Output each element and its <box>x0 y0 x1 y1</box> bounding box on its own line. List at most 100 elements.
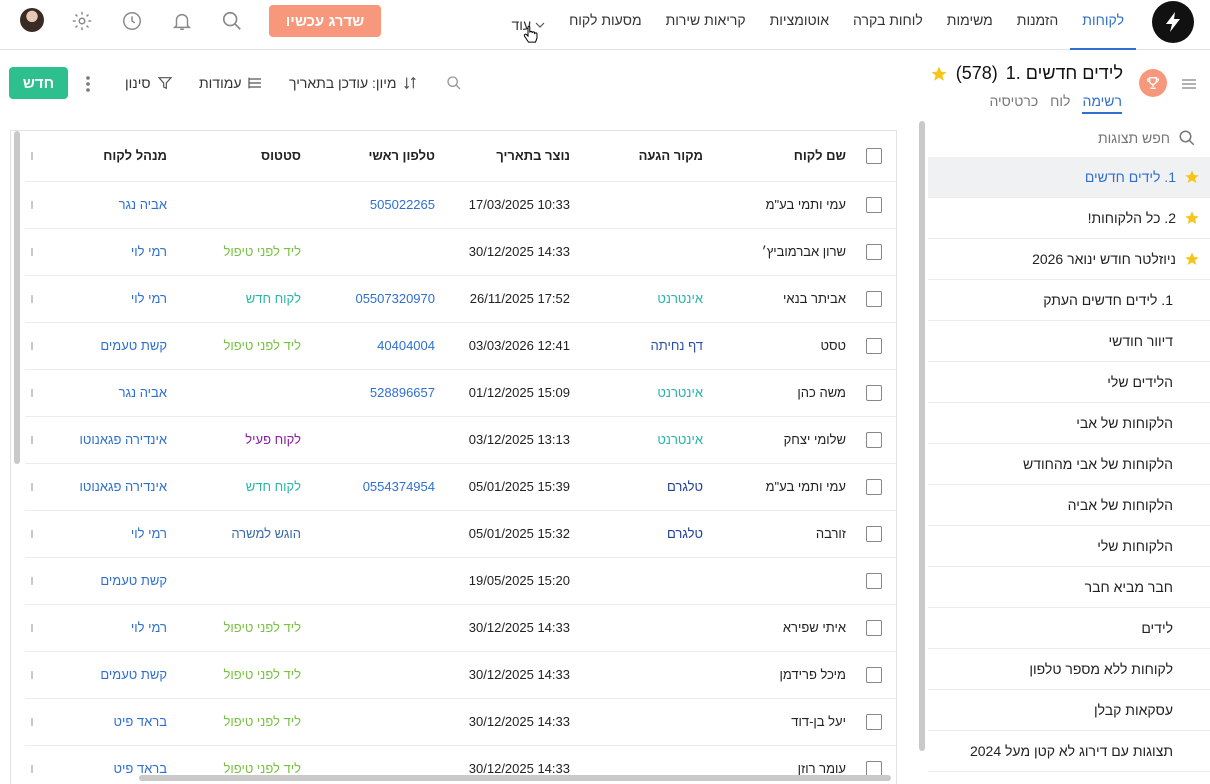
cell-customer-name[interactable]: שלומי יצחק <box>707 416 850 464</box>
views-search-input[interactable] <box>930 130 1170 146</box>
cell-customer-name[interactable]: שרון אברמוביץ׳ <box>707 228 850 276</box>
table-row[interactable]: אביתר בנאי אינטרנט 26/11/2025 17:52 0550732… <box>25 275 896 323</box>
gear-icon[interactable] <box>70 9 94 33</box>
sidebar-view-item[interactable]: 2. כל הלקוחות! <box>928 198 1210 239</box>
cell-account-manager[interactable]: אינדירה פגאנוטו <box>37 416 171 464</box>
toolbar-search-icon[interactable] <box>446 75 462 91</box>
cell-main-phone[interactable]: 528896657 <box>305 369 439 417</box>
table-row[interactable]: זורבה טלגרם 05/01/2025 15:32 הוגש למשרה רמי … <box>25 510 896 558</box>
star-icon[interactable] <box>1184 251 1200 267</box>
sidebar-view-item[interactable]: 1. לידים חדשים <box>928 157 1210 198</box>
search-icon[interactable] <box>220 9 244 33</box>
row-checkbox[interactable] <box>866 525 882 542</box>
header-status[interactable]: סטטוס <box>171 131 305 182</box>
cell-status[interactable] <box>171 181 305 229</box>
select-all-checkbox[interactable] <box>866 148 882 165</box>
row-checkbox[interactable] <box>866 713 882 730</box>
row-checkbox[interactable] <box>866 337 882 354</box>
sidebar-view-item[interactable]: ניוזלטר חודש ינואר 2026 <box>928 239 1210 280</box>
cell-customer-name[interactable]: משה כהן <box>707 369 850 417</box>
table-row[interactable]: שרון אברמוביץ׳ 30/12/2025 14:33 ליד לפני ט… <box>25 228 896 276</box>
star-icon[interactable] <box>1184 169 1200 185</box>
sidebar-view-item[interactable]: חבר מביא חבר <box>928 567 1210 608</box>
nav-tab-dashboards[interactable]: לוחות בקרה <box>853 12 923 28</box>
user-avatar[interactable] <box>20 8 44 32</box>
cell-account-manager[interactable]: אביה נגר <box>37 181 171 229</box>
sidebar-view-item[interactable]: לידים <box>928 608 1210 649</box>
row-checkbox[interactable] <box>866 384 882 401</box>
more-options-icon[interactable] <box>85 75 91 93</box>
sidebar-scrollbar[interactable] <box>919 121 925 751</box>
cell-account-manager[interactable]: אינדירה פגאנוטו <box>37 463 171 511</box>
view-tab-1[interactable]: לוח <box>1050 93 1071 109</box>
table-row[interactable]: טסט דף נחיתה 03/03/2026 12:41 40404004 ליד ל… <box>25 322 896 370</box>
columns-button[interactable]: עמודות <box>199 75 263 91</box>
cell-main-phone[interactable] <box>305 651 439 699</box>
cell-account-manager[interactable]: קשת טעמים <box>37 651 171 699</box>
nav-tab-customers[interactable]: לקוחות <box>1070 0 1136 50</box>
cell-main-phone[interactable] <box>305 557 439 605</box>
cell-status[interactable]: ליד לפני טיפול <box>171 604 305 652</box>
header-account-manager[interactable]: מנהל לקוח <box>37 131 171 182</box>
cell-status[interactable] <box>171 557 305 605</box>
cell-status[interactable]: ליד לפני טיפול <box>171 228 305 276</box>
cell-status[interactable]: לקוח חדש <box>171 275 305 323</box>
cell-account-manager[interactable]: רמי לוי <box>37 604 171 652</box>
cell-status[interactable]: לקוח חדש <box>171 463 305 511</box>
cell-status[interactable]: ליד לפני טיפול <box>171 698 305 746</box>
row-checkbox[interactable] <box>866 196 882 213</box>
table-row[interactable]: מיכל פרידמן 30/12/2025 14:33 ליד לפני טיפו… <box>25 651 896 699</box>
new-record-button[interactable]: חדש <box>9 67 68 99</box>
nav-tab-orders[interactable]: הזמנות <box>1016 12 1059 28</box>
cell-account-manager[interactable]: קשת טעמים <box>37 322 171 370</box>
cell-account-manager[interactable]: רמי לוי <box>37 228 171 276</box>
sidebar-view-item[interactable]: לקוחות ללא מספר טלפון <box>928 649 1210 690</box>
cell-account-manager[interactable]: קשת טעמים <box>37 557 171 605</box>
cell-status[interactable]: הוגש למשרה <box>171 510 305 558</box>
sidebar-view-item[interactable]: תצוגות עם דירוג לא קטן מעל 2024 <box>928 731 1210 772</box>
hamburger-icon[interactable] <box>1182 77 1196 93</box>
nav-tab-tickets[interactable]: קריאות שירות <box>665 12 746 28</box>
filter-button[interactable]: סינון <box>125 75 173 91</box>
cell-customer-name[interactable]: עמי ותמי בע"מ <box>707 181 850 229</box>
upgrade-button[interactable]: שדרג עכשיו <box>269 5 381 37</box>
table-vertical-scrollbar[interactable] <box>14 131 20 464</box>
sidebar-view-item[interactable]: הלקוחות של אביה <box>928 485 1210 526</box>
cell-customer-name[interactable]: איתי שפירא <box>707 604 850 652</box>
cell-main-phone[interactable] <box>305 604 439 652</box>
cell-account-manager[interactable]: אביה נגר <box>37 369 171 417</box>
trophy-icon[interactable] <box>1139 69 1167 97</box>
cell-main-phone[interactable]: 0554374954 <box>305 463 439 511</box>
cell-main-phone[interactable] <box>305 228 439 276</box>
table-row[interactable]: שלומי יצחק אינטרנט 03/12/2025 13:13 לקוח פע… <box>25 416 896 464</box>
table-row[interactable]: 19/05/2025 15:20 קשת טעמים <box>25 557 896 605</box>
app-logo[interactable] <box>1152 1 1194 43</box>
sidebar-view-item[interactable]: 1. לידים חדשים העתק <box>928 280 1210 321</box>
header-created-date[interactable]: נוצר בתאריך <box>439 131 574 182</box>
cell-status[interactable]: ליד לפני טיפול <box>171 651 305 699</box>
cell-status[interactable]: לקוח פעיל <box>171 416 305 464</box>
table-row[interactable]: משה כהן אינטרנט 01/12/2025 15:09 528896657 א… <box>25 369 896 417</box>
row-checkbox[interactable] <box>866 572 882 589</box>
table-row[interactable]: איתי שפירא 30/12/2025 14:33 ליד לפני טיפול… <box>25 604 896 652</box>
table-row[interactable]: עמי ותמי בע"מ טלגרם 05/01/2025 15:39 055437… <box>25 463 896 511</box>
view-tab-2[interactable]: כרטיסיה <box>989 93 1039 109</box>
row-checkbox[interactable] <box>866 431 882 448</box>
star-icon[interactable] <box>1184 210 1200 226</box>
cell-main-phone[interactable] <box>305 698 439 746</box>
clock-icon[interactable] <box>120 9 144 33</box>
cell-main-phone[interactable]: 05507320970 <box>305 275 439 323</box>
row-checkbox[interactable] <box>866 619 882 636</box>
cell-customer-name[interactable]: טסט <box>707 322 850 370</box>
cell-customer-name[interactable]: עמי ותמי בע"מ <box>707 463 850 511</box>
sidebar-view-item[interactable]: הלקוחות של אבי מהחודש <box>928 444 1210 485</box>
sidebar-view-item[interactable]: דיוור חודשי <box>928 321 1210 362</box>
header-main-phone[interactable]: טלפון ראשי <box>305 131 439 182</box>
cell-customer-name[interactable]: אביתר בנאי <box>707 275 850 323</box>
nav-more-menu[interactable]: עוד <box>500 0 558 50</box>
cell-main-phone[interactable] <box>305 510 439 558</box>
nav-tab-journeys[interactable]: מסעות לקוח <box>569 12 642 28</box>
star-icon[interactable] <box>930 65 948 83</box>
cell-account-manager[interactable]: רמי לוי <box>37 510 171 558</box>
cell-main-phone[interactable]: 505022265 <box>305 181 439 229</box>
